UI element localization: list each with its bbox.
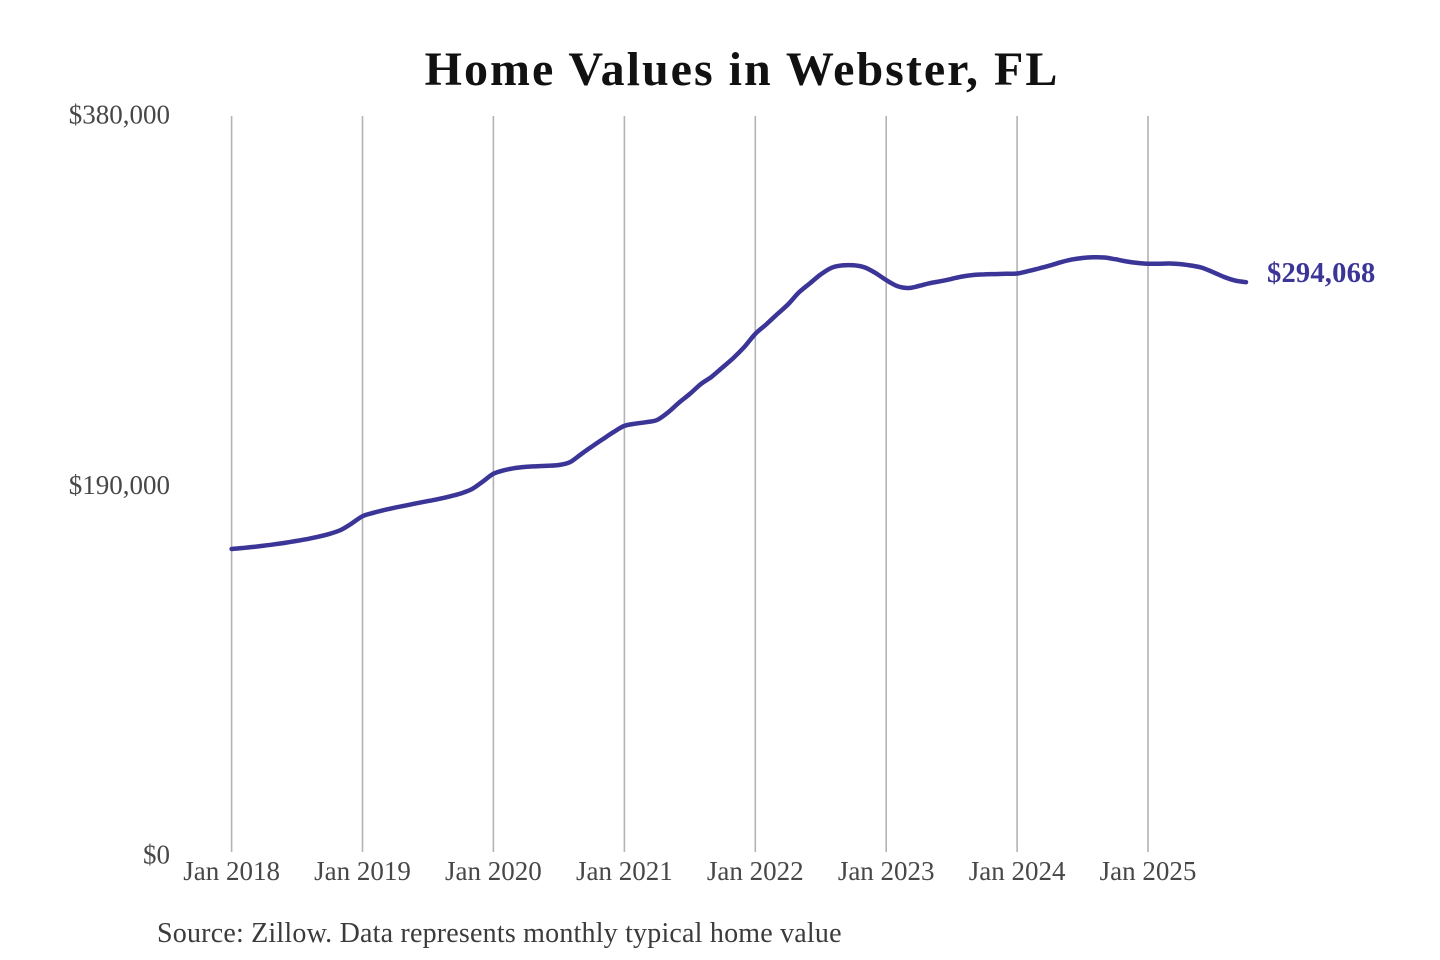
svg-text:$190,000: $190,000 bbox=[69, 470, 170, 500]
svg-text:Jan 2022: Jan 2022 bbox=[707, 856, 804, 886]
svg-text:Jan 2020: Jan 2020 bbox=[445, 856, 542, 886]
svg-text:$294,068: $294,068 bbox=[1267, 258, 1375, 289]
svg-text:$0: $0 bbox=[143, 840, 170, 870]
svg-text:Home Values in Webster, FL: Home Values in Webster, FL bbox=[425, 43, 1060, 96]
svg-text:Jan 2021: Jan 2021 bbox=[576, 856, 673, 886]
svg-text:Source: Zillow. Data represent: Source: Zillow. Data represents monthly … bbox=[157, 918, 842, 949]
svg-text:Jan 2024: Jan 2024 bbox=[969, 856, 1066, 886]
svg-text:$380,000: $380,000 bbox=[69, 100, 170, 130]
svg-text:Jan 2025: Jan 2025 bbox=[1100, 856, 1197, 886]
svg-text:Jan 2023: Jan 2023 bbox=[838, 856, 935, 886]
svg-text:Jan 2019: Jan 2019 bbox=[314, 856, 411, 886]
svg-text:Jan 2018: Jan 2018 bbox=[183, 856, 280, 886]
